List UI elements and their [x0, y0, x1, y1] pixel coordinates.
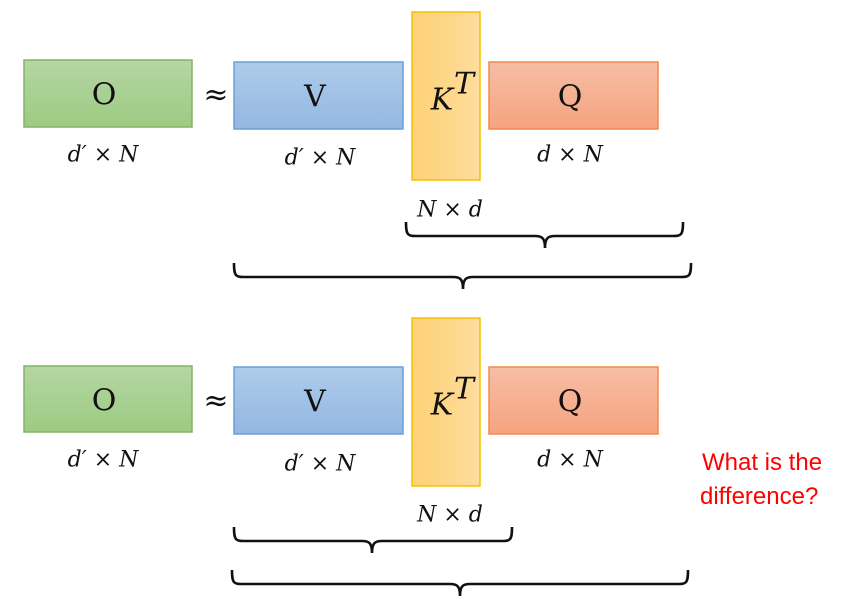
- o-matrix: [23, 365, 193, 433]
- q-matrix: [488, 366, 659, 435]
- kt-dimension: N × d: [416, 503, 483, 528]
- v-dimension: d′ × N: [285, 452, 356, 477]
- v-dimension: d′ × N: [285, 146, 356, 171]
- q-dimension: d × N: [537, 143, 604, 168]
- q-label: Q: [558, 385, 583, 420]
- o-label: O: [92, 78, 117, 113]
- o-dimension: d′ × N: [68, 143, 139, 168]
- k-label: K: [430, 388, 455, 423]
- brace-kt-q: [404, 221, 685, 249]
- q-matrix: [488, 61, 659, 130]
- approx-sign: ≈: [203, 384, 228, 419]
- question-line-1: What is the: [702, 449, 822, 476]
- top-equation: O ≈ V K T Q d′ × N d′ × N N × d d × N: [23, 11, 693, 290]
- q-dimension: d × N: [537, 448, 604, 473]
- bottom-equation: O ≈ V K T Q d′ × N d′ × N N × d d × N: [23, 317, 690, 597]
- kt-dimension: N × d: [416, 198, 483, 223]
- brace-v-kt-q: [230, 569, 690, 597]
- q-label: Q: [558, 80, 583, 115]
- o-label: O: [92, 384, 117, 419]
- brace-v-kt-q: [232, 262, 693, 290]
- k-transpose-sup: T: [454, 372, 476, 407]
- question-line-2: difference?: [700, 483, 818, 510]
- v-label: V: [303, 80, 327, 115]
- kt-matrix: [411, 11, 481, 181]
- v-label: V: [303, 385, 327, 420]
- brace-v-kt: [232, 526, 514, 554]
- approx-sign: ≈: [203, 78, 228, 113]
- kt-matrix: [411, 317, 481, 487]
- k-label: K: [430, 83, 455, 118]
- o-dimension: d′ × N: [68, 448, 139, 473]
- o-matrix: [23, 59, 193, 128]
- v-matrix: [233, 366, 404, 435]
- k-transpose-sup: T: [454, 67, 476, 102]
- v-matrix: [233, 61, 404, 130]
